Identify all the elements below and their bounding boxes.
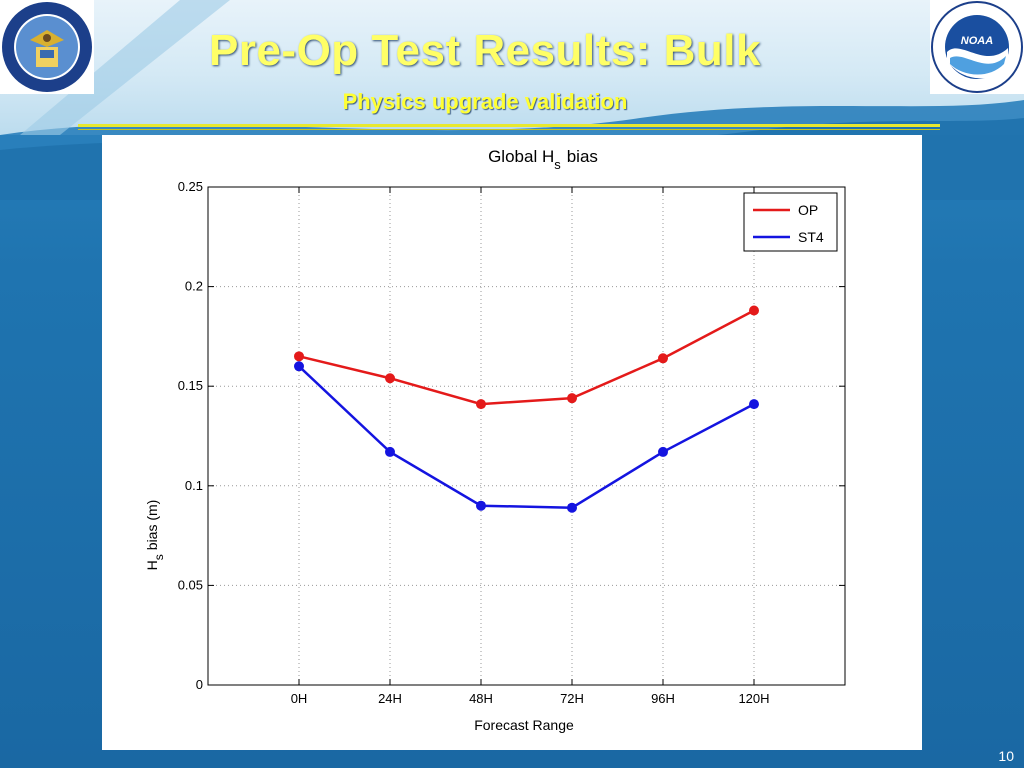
x-axis-label: Forecast Range [474, 717, 574, 733]
slide-title: Pre-Op Test Results: Bulk [208, 26, 761, 75]
hs-bias-line-chart: Global Hs bias 00.050.10.150.20.25 0H 24H 4… [144, 147, 846, 733]
y-tick-label: 0.25 [178, 179, 203, 194]
data-point-st4 [749, 399, 759, 410]
chart-title-main: Global H [488, 147, 554, 166]
series-line-op [298, 309, 755, 406]
data-point-op [658, 353, 668, 364]
page-number: 10 [998, 748, 1014, 764]
title-divider-thin [78, 129, 940, 130]
legend-label-op: OP [798, 202, 818, 218]
data-point-st4 [658, 446, 668, 457]
chart-title: Global Hs bias [488, 147, 598, 172]
x-tick-label: 72H [560, 691, 584, 706]
slide-subtitle: Physics upgrade validation [342, 89, 628, 114]
noaa-logo: NOAA [930, 0, 1024, 94]
y-axis-label-suffix: bias (m) [144, 500, 160, 551]
department-of-commerce-seal [0, 0, 94, 94]
data-point-st4 [567, 502, 577, 513]
data-point-op [476, 399, 486, 410]
y-tick-label: 0.15 [178, 378, 203, 393]
data-point-op [567, 393, 577, 404]
y-tick-label: 0 [196, 677, 203, 692]
y-axis-label-subscript: s [152, 554, 166, 560]
y-tick-label: 0.1 [185, 478, 203, 493]
legend-box [743, 192, 838, 252]
plot-frame [207, 186, 846, 686]
data-point-st4 [294, 361, 304, 372]
x-tick-label: 120H [738, 691, 769, 706]
data-point-st4 [385, 446, 395, 457]
chart-title-suffix: bias [567, 147, 598, 166]
noaa-logo-text: NOAA [961, 35, 993, 47]
x-tick-label: 24H [378, 691, 402, 706]
y-axis-ticks: 0 0.05 0.1 0.15 0.2 0.25 [178, 179, 845, 692]
series-line-st4 [298, 365, 755, 509]
grid-lines [208, 187, 845, 685]
legend-label-st4: ST4 [798, 229, 824, 245]
data-point-op [749, 305, 759, 316]
x-axis-ticks: 0H 24H 48H 72H 96H 120H [291, 187, 770, 706]
data-point-st4 [476, 500, 486, 511]
x-tick-label: 48H [469, 691, 493, 706]
y-axis-label: Hs bias (m) [144, 500, 166, 571]
data-point-op [294, 351, 304, 362]
y-tick-label: 0.2 [185, 279, 203, 294]
x-tick-label: 0H [291, 691, 308, 706]
title-divider [78, 124, 940, 127]
y-tick-label: 0.05 [178, 577, 203, 592]
x-tick-label: 96H [651, 691, 675, 706]
data-point-op [385, 373, 395, 384]
chart-title-subscript: s [554, 157, 561, 172]
noaa-logo-icon: NOAA [931, 1, 1023, 93]
data-series [294, 305, 759, 513]
chart-legend: OP ST4 [743, 192, 838, 252]
chart-panel: Global Hs bias 0 0.05 0.1 0.15 0.2 0.25 0H 24H 4… [102, 135, 922, 750]
y-axis-label-main: H [144, 560, 160, 570]
commerce-seal-icon [2, 2, 92, 92]
